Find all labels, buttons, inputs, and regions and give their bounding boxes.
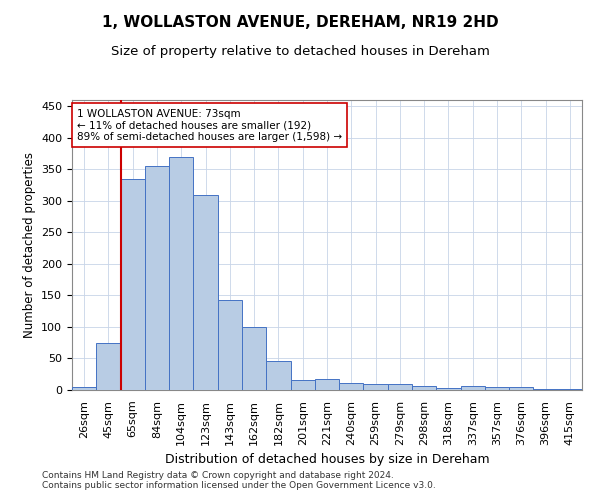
Bar	[121, 179, 145, 390]
Text: Size of property relative to detached houses in Dereham: Size of property relative to detached ho…	[110, 45, 490, 58]
Bar	[96, 342, 121, 390]
Bar	[266, 361, 290, 390]
Bar	[339, 383, 364, 390]
Bar	[412, 386, 436, 390]
Bar	[388, 384, 412, 390]
Bar	[364, 384, 388, 390]
Bar	[315, 380, 339, 390]
Bar	[193, 194, 218, 390]
Bar	[72, 387, 96, 390]
Bar	[290, 380, 315, 390]
Bar	[218, 300, 242, 390]
Bar	[242, 327, 266, 390]
X-axis label: Distribution of detached houses by size in Dereham: Distribution of detached houses by size …	[164, 453, 490, 466]
Y-axis label: Number of detached properties: Number of detached properties	[23, 152, 35, 338]
Text: Contains HM Land Registry data © Crown copyright and database right 2024.
Contai: Contains HM Land Registry data © Crown c…	[42, 470, 436, 490]
Bar	[558, 388, 582, 390]
Bar	[509, 388, 533, 390]
Bar	[485, 388, 509, 390]
Bar	[461, 386, 485, 390]
Bar	[436, 388, 461, 390]
Bar	[145, 166, 169, 390]
Bar	[169, 156, 193, 390]
Text: 1, WOLLASTON AVENUE, DEREHAM, NR19 2HD: 1, WOLLASTON AVENUE, DEREHAM, NR19 2HD	[101, 15, 499, 30]
Text: 1 WOLLASTON AVENUE: 73sqm
← 11% of detached houses are smaller (192)
89% of semi: 1 WOLLASTON AVENUE: 73sqm ← 11% of detac…	[77, 108, 342, 142]
